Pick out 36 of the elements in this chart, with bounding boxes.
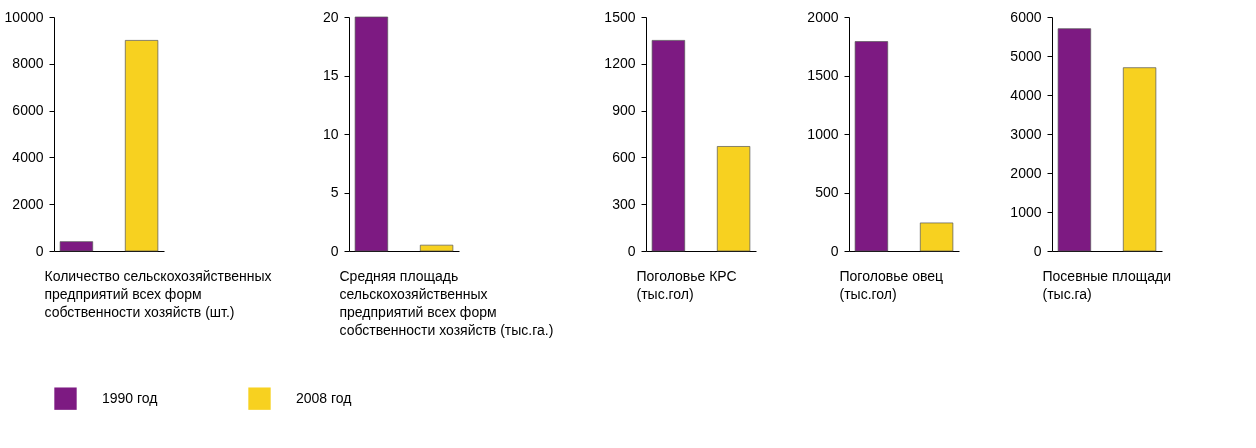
y-tick-label: 0 [330, 242, 339, 259]
x-axis-title: Средняя площадь сельскохозяйственных предприятий всех форм собственности хозяйств (тыс.га.) [339, 267, 554, 338]
y-tick-label: 0 [830, 242, 839, 259]
y-tick-label: 5000 [1010, 47, 1042, 64]
x-axis-title: Посевные площади (тыс.га) [1042, 267, 1172, 302]
x-axis-title: Поголовье овец (тыс.гол) [839, 267, 944, 302]
y-tick-label: 1500 [807, 67, 839, 83]
y-tick-label: 3000 [1010, 125, 1042, 142]
y-tick-label: 2000 [12, 195, 44, 212]
y-tick-label: 8000 [12, 55, 44, 72]
y-tick-label: 900 [612, 102, 636, 119]
y-tick-label: 1500 [604, 8, 636, 25]
y-tick-label: 6000 [1010, 8, 1042, 25]
y-tick-label: 1000 [807, 125, 839, 142]
y-tick-label: 0 [1033, 242, 1042, 259]
y-tick-label: 5 [330, 184, 339, 200]
y-tick-label: 0 [35, 242, 44, 259]
y-tick-label: 500 [815, 184, 839, 200]
y-tick-label: 1000 [1010, 203, 1042, 220]
y-tick-label: 600 [612, 148, 636, 165]
y-tick-label: 2000 [807, 8, 839, 25]
y-tick-label: 1200 [604, 55, 636, 72]
y-tick-label: 300 [612, 195, 636, 212]
legend-label: 1990 год [102, 389, 158, 406]
x-axis-title: Поголовье КРС (тыс.гол) [636, 267, 737, 302]
y-tick-label: 20 [322, 8, 339, 25]
y-tick-label: 0 [627, 242, 636, 259]
y-tick-label: 4000 [12, 148, 44, 165]
legend-label: 2008 год [296, 389, 352, 406]
y-tick-label: 2000 [1010, 164, 1042, 181]
y-tick-label: 4000 [1010, 86, 1042, 103]
y-tick-label: 10 [322, 125, 339, 142]
y-tick-label: 15 [322, 67, 339, 83]
y-tick-label: 10000 [4, 8, 44, 25]
y-tick-label: 6000 [12, 102, 44, 119]
x-axis-title: Количество сельскохозяйственных предприятий всех форм собственности хозяйств (шт.) [44, 267, 272, 320]
